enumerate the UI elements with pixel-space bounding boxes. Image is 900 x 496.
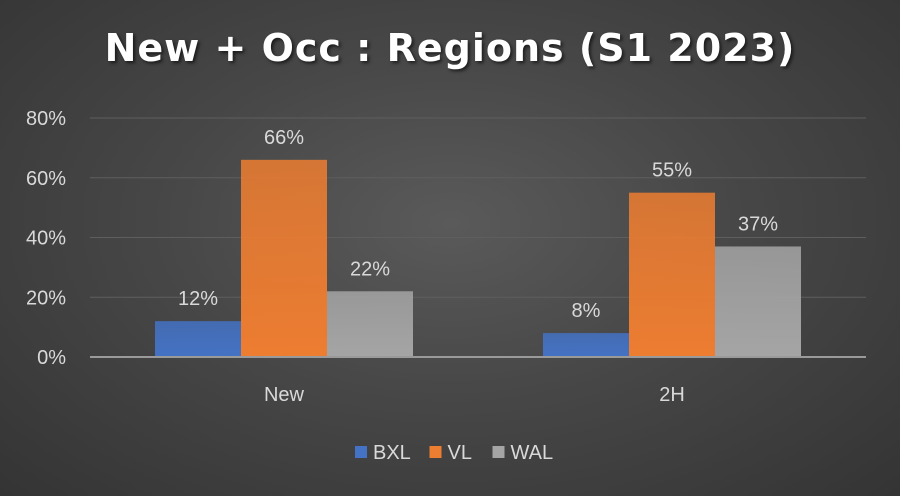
legend-label-wal: WAL: [511, 442, 554, 464]
legend-swatch-bxl: [355, 446, 367, 458]
legend-swatch-wal: [492, 446, 505, 458]
bar-vl: [241, 159, 327, 357]
y-tick-label: 20%: [26, 287, 66, 309]
x-category-label: 2H: [659, 384, 685, 406]
legend-label-vl: VL: [448, 442, 472, 464]
y-tick-label: 60%: [26, 168, 66, 190]
bar-wal: [327, 291, 413, 357]
y-tick-label: 0%: [37, 347, 66, 369]
x-category-label: New: [264, 384, 305, 406]
data-label: 22%: [350, 258, 390, 280]
chart-title: New + Occ : Regions (S1 2023): [104, 26, 796, 70]
data-label: 66%: [264, 127, 304, 149]
data-label: 55%: [652, 160, 692, 182]
bar-bxl: [155, 321, 241, 357]
data-label: 8%: [572, 300, 601, 322]
data-label: 12%: [178, 288, 218, 310]
bar-wal: [715, 246, 801, 357]
y-tick-label: 40%: [26, 228, 66, 250]
y-tick-label: 80%: [26, 108, 66, 130]
bar-vl: [629, 192, 715, 357]
data-label: 37%: [738, 213, 778, 235]
legend-swatch-vl: [429, 446, 442, 458]
bar-bxl: [543, 333, 629, 357]
legend-label-bxl: BXL: [373, 442, 411, 464]
